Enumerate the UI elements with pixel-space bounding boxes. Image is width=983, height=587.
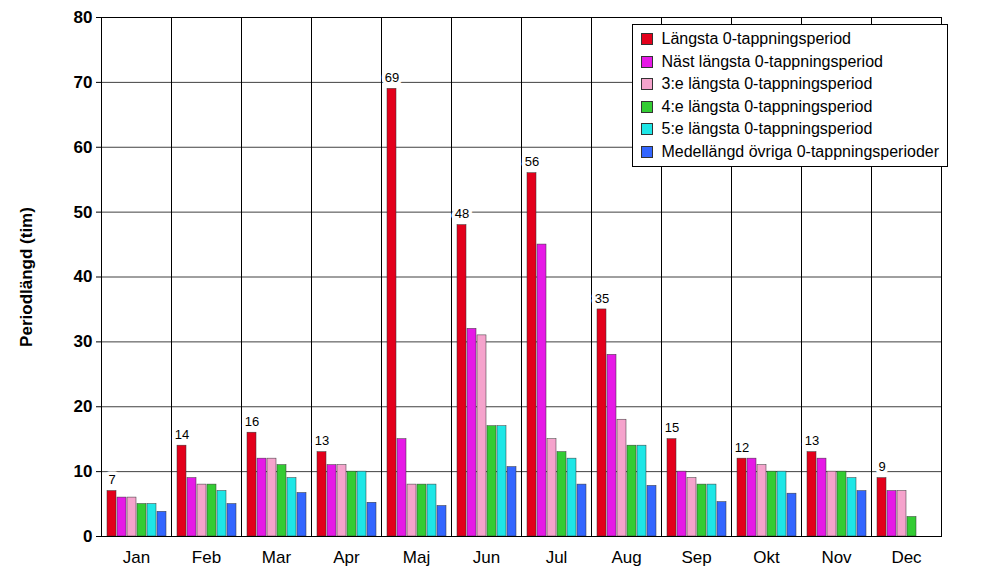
svg-text:35: 35 xyxy=(595,291,609,306)
svg-text:15: 15 xyxy=(665,420,679,435)
svg-text:7: 7 xyxy=(108,472,115,487)
svg-text:13: 13 xyxy=(315,433,329,448)
svg-text:56: 56 xyxy=(525,154,539,169)
svg-text:80: 80 xyxy=(74,8,93,27)
svg-text:Maj: Maj xyxy=(403,548,430,567)
svg-text:9: 9 xyxy=(878,459,885,474)
svg-text:60: 60 xyxy=(74,138,93,157)
svg-text:10: 10 xyxy=(74,462,93,481)
svg-text:Periodlängd (tim): Periodlängd (tim) xyxy=(17,207,36,347)
svg-text:Sep: Sep xyxy=(681,548,711,567)
svg-text:0: 0 xyxy=(83,527,92,546)
html-text:3:e längsta 0-tappningsperiod: 3:e längsta 0-tappningsperiod xyxy=(661,75,873,92)
svg-text:Okt: Okt xyxy=(753,548,780,567)
svg-text:Aug: Aug xyxy=(611,548,641,567)
svg-text:20: 20 xyxy=(74,397,93,416)
svg-text:Jul: Jul xyxy=(546,548,568,567)
svg-text:12: 12 xyxy=(735,440,749,455)
html-text:Näst längsta 0-tappningsperiod: Näst längsta 0-tappningsperiod xyxy=(661,52,883,70)
svg-text:70: 70 xyxy=(74,73,93,92)
html-text:Längsta 0-tappningsperiod: Längsta 0-tappningsperiod xyxy=(661,30,851,47)
svg-text:Mar: Mar xyxy=(262,548,292,567)
html-text:5:e längsta 0-tappningsperiod: 5:e längsta 0-tappningsperiod xyxy=(661,120,873,137)
svg-text:69: 69 xyxy=(385,70,399,85)
svg-text:Feb: Feb xyxy=(192,548,221,567)
svg-text:16: 16 xyxy=(245,414,259,429)
svg-text:Nov: Nov xyxy=(821,548,852,567)
svg-text:30: 30 xyxy=(74,332,93,351)
svg-text:Apr: Apr xyxy=(333,548,360,567)
svg-text:Jun: Jun xyxy=(473,548,500,567)
svg-text:13: 13 xyxy=(805,433,819,448)
svg-text:48: 48 xyxy=(455,206,469,221)
svg-text:40: 40 xyxy=(74,267,93,286)
svg-text:Dec: Dec xyxy=(891,548,922,567)
svg-text:50: 50 xyxy=(74,203,93,222)
svg-text:14: 14 xyxy=(175,427,189,442)
html-text:Medellängd övriga 0-tappningsp: Medellängd övriga 0-tappningsperioder xyxy=(661,142,939,160)
svg-text:Jan: Jan xyxy=(123,548,150,567)
html-text:4:e längsta 0-tappningsperiod: 4:e längsta 0-tappningsperiod xyxy=(661,97,873,115)
